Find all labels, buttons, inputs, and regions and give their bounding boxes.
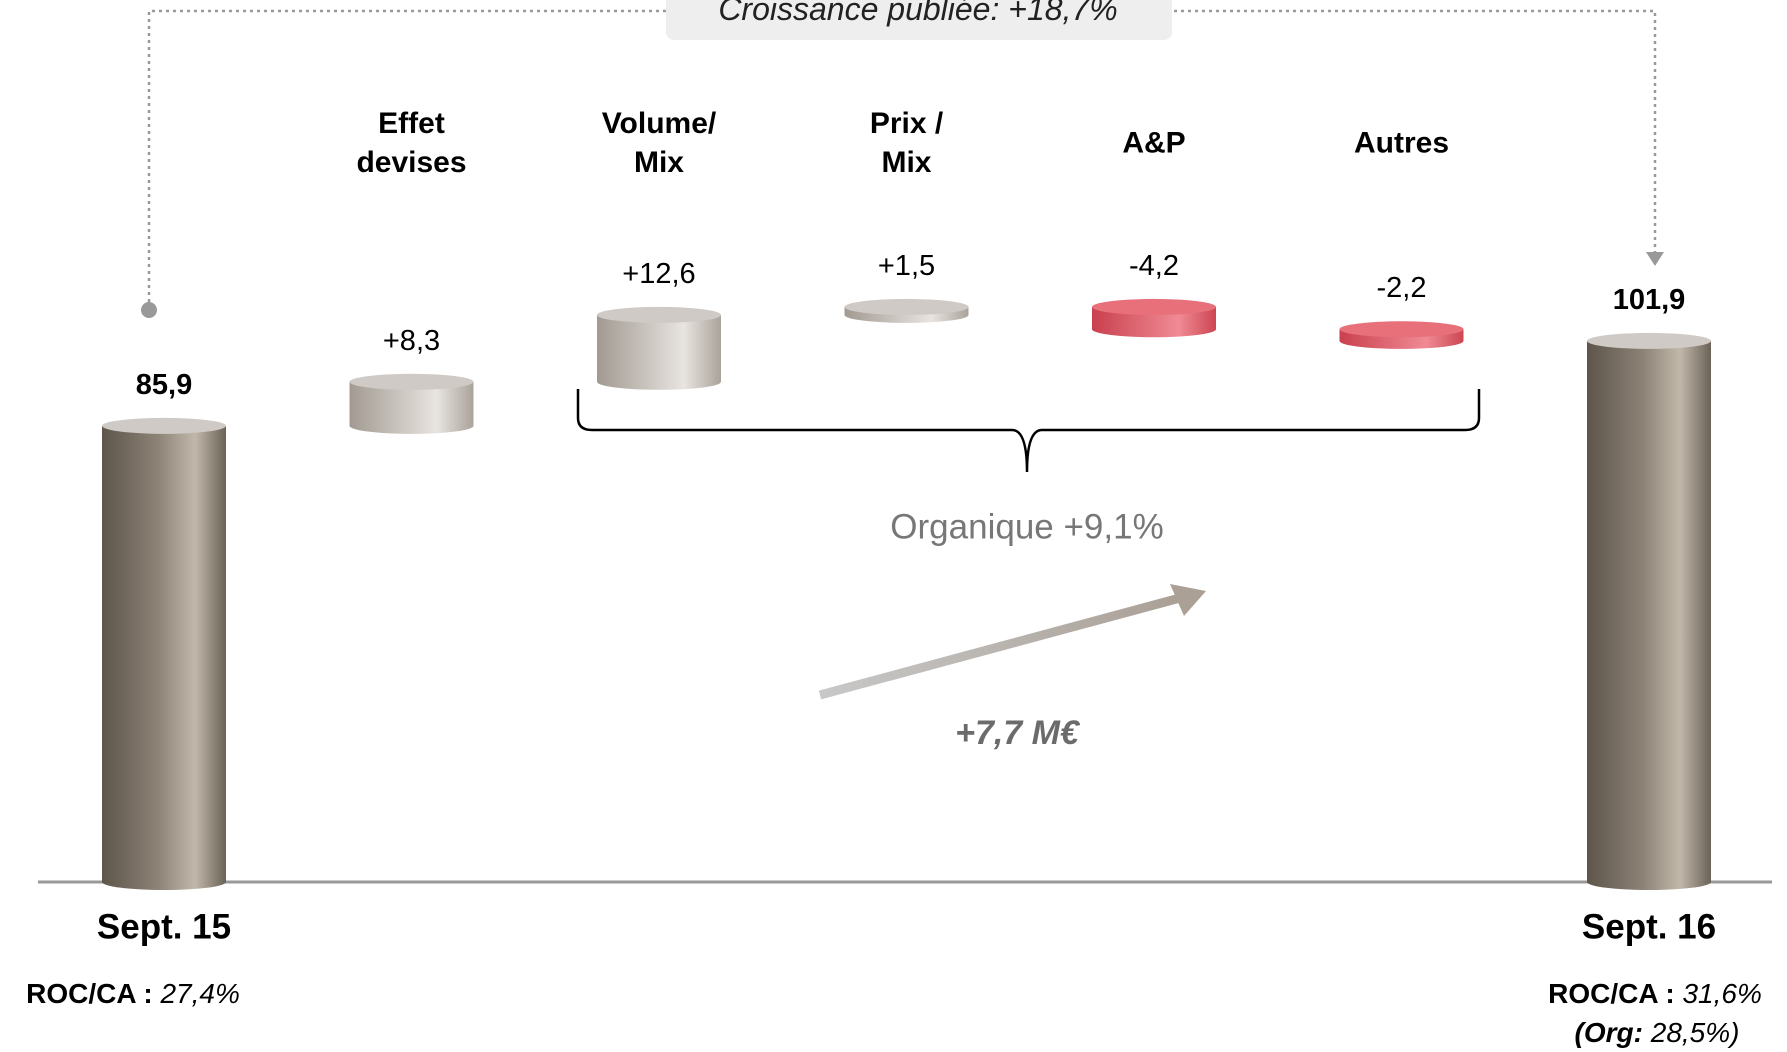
- roc-label: ROC/CA :: [1548, 977, 1675, 1009]
- delta-label: +7,7 M€: [955, 713, 1079, 752]
- value-label: +8,3: [382, 324, 441, 357]
- org-label: (Org:: [1574, 1016, 1643, 1048]
- bar: [1092, 298, 1216, 338]
- bar: [1587, 332, 1711, 890]
- roc-org: (Org: 28,5%): [1575, 1015, 1740, 1051]
- bar: [844, 298, 969, 323]
- category-label: Prix / Mix: [869, 107, 944, 179]
- bar-body: [102, 425, 226, 882]
- category-label: Effet devises: [356, 107, 467, 179]
- bar: [349, 373, 474, 434]
- roc-value: 31,6%: [1682, 977, 1762, 1009]
- bar: [1339, 321, 1464, 349]
- organic-label: Organique +9,1%: [890, 507, 1164, 547]
- org-value: 28,5%): [1650, 1016, 1740, 1048]
- chart-title: Croissance publiée: +18,7%: [718, 0, 1118, 28]
- bar-top: [597, 306, 721, 323]
- category-label: Volume/ Mix: [601, 107, 717, 179]
- bar-top: [349, 373, 474, 390]
- roc-label: ROC/CA :: [26, 977, 153, 1009]
- category-label: Sept. 15: [96, 907, 232, 947]
- roc-value: 27,4%: [160, 977, 240, 1009]
- value-label: 101,9: [1612, 284, 1686, 317]
- trend-arrow-head: [1170, 584, 1206, 616]
- title-box: [666, 0, 1172, 40]
- value-label: +1,5: [877, 250, 936, 283]
- connector-dot: [141, 302, 157, 318]
- category-label: Autres: [1353, 126, 1450, 160]
- bar-top: [1339, 321, 1464, 338]
- bar-top: [1587, 332, 1711, 349]
- organic-brace: [576, 389, 1481, 473]
- roc-left: ROC/CA : 27,4%: [26, 976, 240, 1012]
- bar-top: [1092, 298, 1216, 315]
- bar-top: [844, 298, 969, 315]
- bar: [597, 306, 721, 390]
- bar-top: [102, 417, 226, 434]
- value-label: -2,2: [1376, 272, 1427, 305]
- connector-arrow: [1646, 252, 1664, 266]
- category-label: A&P: [1122, 126, 1186, 160]
- trend-arrow: [818, 593, 1182, 700]
- bar-body: [597, 314, 721, 382]
- value-label: 85,9: [135, 369, 193, 402]
- value-label: +12,6: [622, 258, 696, 291]
- bar: [102, 417, 226, 890]
- bar-body: [1587, 340, 1711, 882]
- value-label: -4,2: [1129, 250, 1179, 283]
- category-label: Sept. 16: [1581, 907, 1717, 947]
- roc-right: ROC/CA : 31,6%: [1548, 976, 1762, 1012]
